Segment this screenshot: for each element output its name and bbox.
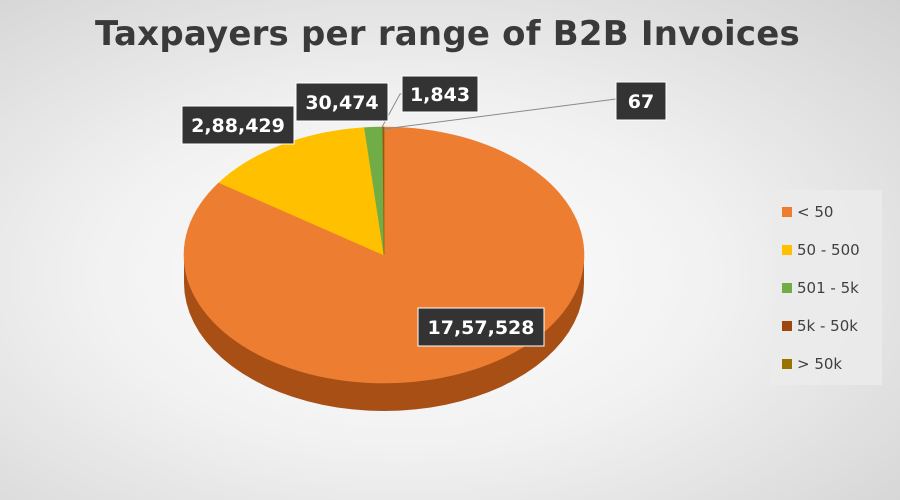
legend-label: 5k - 50k <box>797 317 858 335</box>
data-label-text: 2,88,429 <box>191 115 285 137</box>
legend-item-50-500: 50 - 500 <box>782 240 860 260</box>
data-label-text: 67 <box>628 91 654 113</box>
data-label-box <box>295 82 389 122</box>
data-labels: 17,57,528 2,88,429 30,474 1,843 67 <box>181 75 667 347</box>
legend-swatch <box>782 359 792 369</box>
data-label-501-5k: 30,474 <box>295 82 389 122</box>
data-label-gt-50k: 67 <box>615 81 667 121</box>
data-label-box <box>401 75 479 113</box>
legend-swatch <box>782 207 792 217</box>
leader-line-gt-50k <box>383 98 617 130</box>
data-label-text: 30,474 <box>305 92 378 114</box>
chart-title: Taxpayers per range of B2B Invoices <box>95 14 800 54</box>
data-label-text: 1,843 <box>410 84 470 106</box>
legend-swatch <box>782 283 792 293</box>
legend-item-gt-50k: > 50k <box>782 354 842 374</box>
data-label-5k-50k: 1,843 <box>401 75 479 113</box>
legend-item-lt-50: < 50 <box>782 202 833 222</box>
pie-slice-50-500 <box>218 127 385 256</box>
legend-swatch <box>782 245 792 255</box>
legend-label: < 50 <box>797 203 834 221</box>
legend-swatch <box>782 321 792 331</box>
data-label-lt-50: 17,57,528 <box>417 307 545 347</box>
legend-item-501-5k: 501 - 5k <box>782 278 859 298</box>
pie-side-lt-50 <box>184 255 584 411</box>
legend-label: 501 - 5k <box>797 279 859 297</box>
legend: < 50 50 - 500 501 - 5k 5k - 50k > 50k <box>770 190 882 385</box>
pie-group <box>183 126 585 411</box>
data-label-text: 17,57,528 <box>428 317 535 339</box>
legend-label: 50 - 500 <box>797 241 860 259</box>
legend-item-5k-50k: 5k - 50k <box>782 316 858 336</box>
legend-label: > 50k <box>797 355 843 373</box>
data-label-box <box>417 307 545 347</box>
data-label-box <box>181 105 295 145</box>
data-label-box <box>615 81 667 121</box>
data-label-50-500: 2,88,429 <box>181 105 295 145</box>
